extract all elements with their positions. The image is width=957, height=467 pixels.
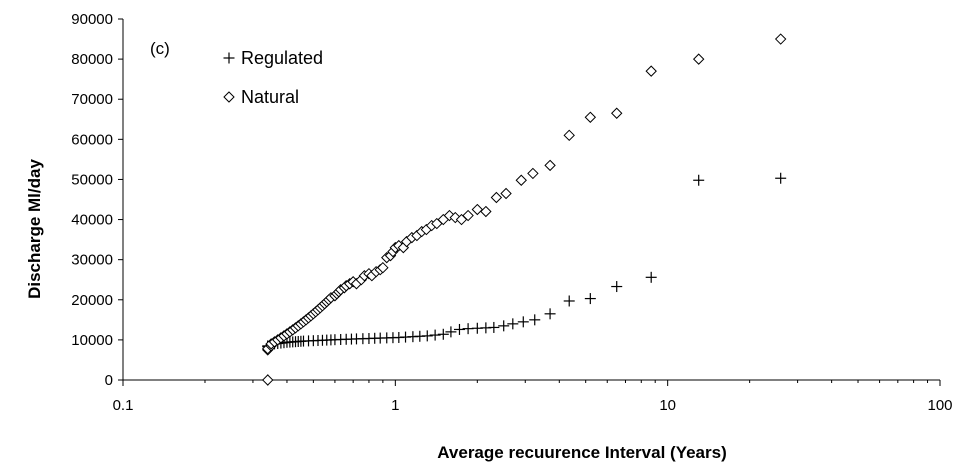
regulated-point <box>563 295 575 307</box>
x-tick-label: 10 <box>659 397 676 414</box>
legend: Regulated Natural <box>223 48 323 107</box>
tick-marks: 0 10000 20000 30000 40000 50000 60000 70000 8000… <box>71 11 952 414</box>
regulated-point <box>517 316 529 328</box>
y-tick-label: 70000 <box>71 91 113 108</box>
regulated-point <box>421 330 433 342</box>
regulated-point <box>645 271 657 283</box>
natural-point <box>544 159 556 172</box>
y-tick-label: 40000 <box>71 212 113 229</box>
y-tick-label: 90000 <box>71 11 113 28</box>
x-tick-label: 100 <box>927 397 952 414</box>
panel-label: (c) <box>150 39 170 58</box>
natural-point <box>500 187 512 200</box>
natural-point <box>563 129 575 142</box>
natural-point <box>377 261 389 274</box>
regulated-point <box>775 172 787 184</box>
regulated-point <box>462 323 474 335</box>
natural-point <box>774 33 787 45</box>
natural-point <box>527 167 539 180</box>
y-tick-label: 20000 <box>71 292 113 309</box>
natural-point <box>645 65 657 77</box>
y-tick-label: 50000 <box>71 171 113 188</box>
regulated-point <box>693 174 705 186</box>
natural-point <box>471 203 484 216</box>
regulated-point <box>429 329 441 341</box>
regulated-point <box>584 293 596 305</box>
regulated-point <box>498 320 510 332</box>
natural-point <box>611 107 623 119</box>
natural-point <box>480 205 492 218</box>
regulated-point <box>445 326 457 338</box>
regulated-point <box>611 281 623 293</box>
regulated-point <box>507 318 519 330</box>
regulated-point <box>453 323 465 335</box>
natural-point <box>515 174 527 186</box>
x-tick-label: 1 <box>391 397 399 414</box>
legend-label-natural: Natural <box>241 87 299 107</box>
natural-point <box>490 191 503 204</box>
y-tick-label: 80000 <box>71 51 113 68</box>
regulated-point <box>437 328 449 340</box>
natural-point <box>462 209 474 222</box>
regulated-point <box>488 321 500 333</box>
y-tick-label: 0 <box>105 372 113 389</box>
legend-marker-regulated <box>223 52 235 64</box>
natural-point <box>692 53 705 65</box>
legend-marker-natural <box>223 91 235 103</box>
y-tick-label: 60000 <box>71 131 113 148</box>
natural-point <box>584 111 597 123</box>
regulated-point <box>544 308 556 320</box>
x-axis-title: Average recuurence Interval (Years) <box>437 443 726 462</box>
data-points <box>262 33 787 386</box>
legend-label-regulated: Regulated <box>241 48 323 68</box>
natural-point <box>262 374 274 386</box>
x-tick-label: 0.1 <box>113 397 134 414</box>
y-tick-label: 30000 <box>71 252 113 269</box>
regulated-point <box>529 314 541 326</box>
y-tick-label: 10000 <box>71 332 113 349</box>
axes <box>122 19 940 381</box>
y-axis-title: Discharge Ml/day <box>25 159 44 299</box>
